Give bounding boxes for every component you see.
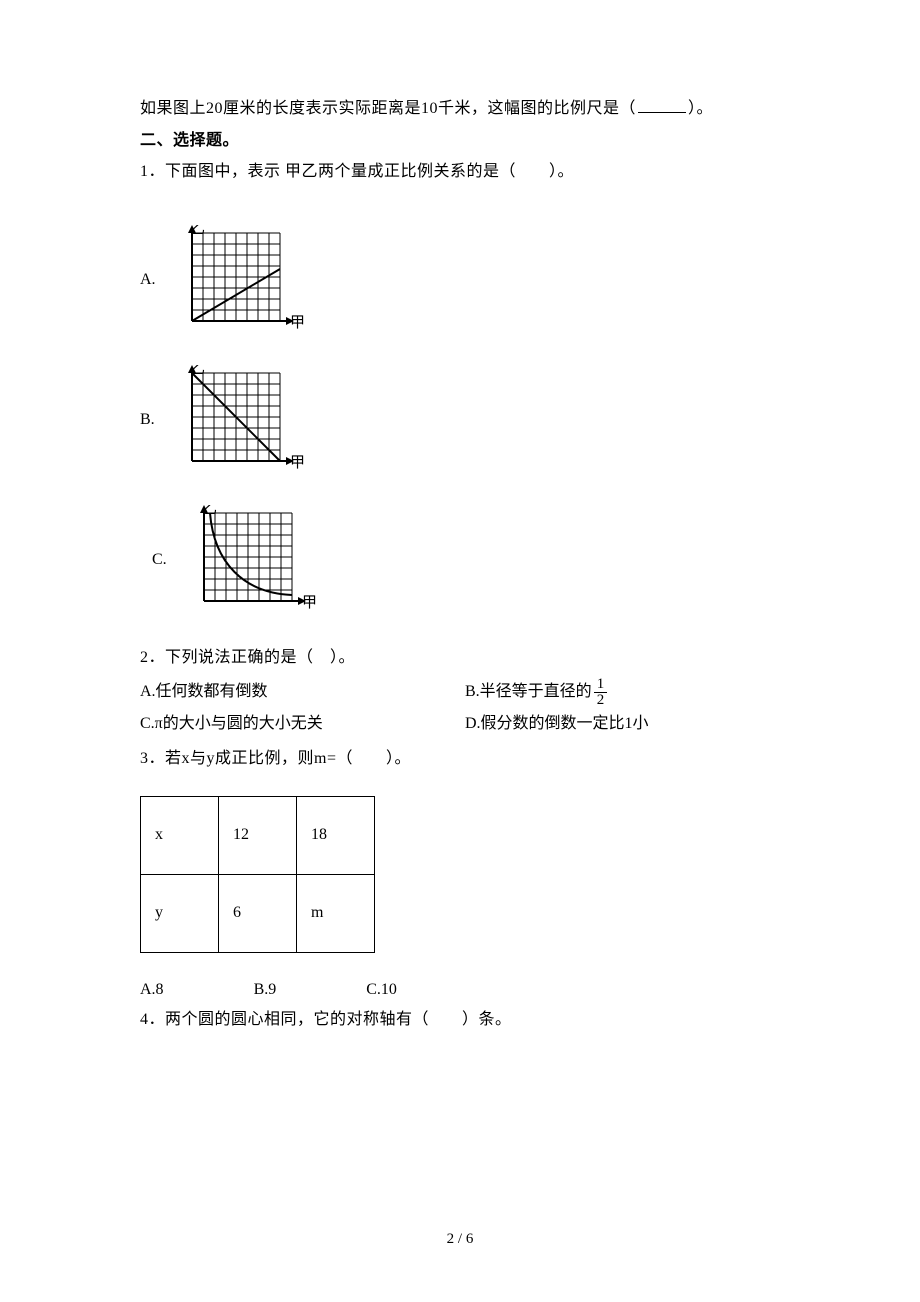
q2-options: A.任何数都有倒数 B.半径等于直径的 1 2 C.π的大小与圆的大小无关 D.… <box>140 676 790 740</box>
table-cell: m <box>297 874 375 952</box>
intro-blank <box>638 97 686 113</box>
axis-x-label-c: 甲 <box>302 595 316 611</box>
table-cell: x <box>141 796 219 874</box>
table-cell: 12 <box>219 796 297 874</box>
q3-options: A.8 B.9 C.10 <box>140 981 790 999</box>
q1-option-b: B. 乙 甲 <box>140 365 790 475</box>
chart-svg-b: 乙 甲 <box>174 365 304 475</box>
axis-y-label-c: 乙 <box>202 505 217 517</box>
q1-opt-c-label: C. <box>152 551 176 569</box>
table-cell: 18 <box>297 796 375 874</box>
q2-stem: 2．下列说法正确的是（ ）。 <box>140 645 790 671</box>
page-content: 如果图上20厘米的长度表示实际距离是10千米，这幅图的比例尺是（ ）。 二、选择题… <box>0 0 920 1079</box>
q1-chart-b: 乙 甲 <box>174 365 304 475</box>
q3-opt-a: A.8 <box>140 981 164 999</box>
section-2-title: 二、选择题。 <box>140 128 790 154</box>
q4-stem: 4．两个圆的圆心相同，它的对称轴有（ ）条。 <box>140 1007 790 1033</box>
table-row: x 12 18 <box>141 796 375 874</box>
q3-stem: 3．若x与y成正比例，则m=（ ）。 <box>140 746 790 772</box>
q1-chart-a: 乙 甲 <box>174 225 304 335</box>
q1-opt-a-label: A. <box>140 271 164 289</box>
frac-den: 2 <box>594 693 608 708</box>
intro-text-pre: 如果图上20厘米的长度表示实际距离是10千米，这幅图的比例尺是（ <box>140 100 636 117</box>
table-row: y 6 m <box>141 874 375 952</box>
chart-svg-a: 乙 甲 <box>174 225 304 335</box>
frac-num: 1 <box>594 677 608 693</box>
axis-y-label-b: 乙 <box>190 365 205 377</box>
axis-x-label-b: 甲 <box>290 455 304 471</box>
axis-x-label-a: 甲 <box>290 315 304 331</box>
line-c <box>210 513 292 595</box>
q3-opt-c: C.10 <box>366 981 397 999</box>
axis-y-label-a: 乙 <box>190 225 205 237</box>
table-cell: y <box>141 874 219 952</box>
q2-opt-c: C.π的大小与圆的大小无关 <box>140 708 465 740</box>
q1-chart-c: 乙 甲 <box>186 505 316 615</box>
q3-opt-b: B.9 <box>254 981 277 999</box>
grid-c <box>204 513 292 601</box>
q1-option-c: C. 乙 甲 <box>152 505 790 615</box>
q2-opt-a: A.任何数都有倒数 <box>140 676 465 708</box>
q1-opt-b-label: B. <box>140 411 164 429</box>
intro-line: 如果图上20厘米的长度表示实际距离是10千米，这幅图的比例尺是（ ）。 <box>140 96 790 122</box>
q1-option-a: A. 乙 甲 <box>140 225 790 335</box>
q3-table: x 12 18 y 6 m <box>140 796 375 953</box>
fraction-half: 1 2 <box>594 677 608 708</box>
table-cell: 6 <box>219 874 297 952</box>
intro-text-post: ）。 <box>688 100 713 117</box>
page-footer: 2 / 6 <box>0 1231 920 1248</box>
q1-stem: 1．下面图中，表示 甲乙两个量成正比例关系的是（ ）。 <box>140 159 790 185</box>
chart-svg-c: 乙 甲 <box>186 505 316 615</box>
q2-opt-d: D.假分数的倒数一定比1小 <box>465 708 790 740</box>
q2-opt-b-pre: B.半径等于直径的 <box>465 676 592 708</box>
q2-opt-b: B.半径等于直径的 1 2 <box>465 676 790 708</box>
